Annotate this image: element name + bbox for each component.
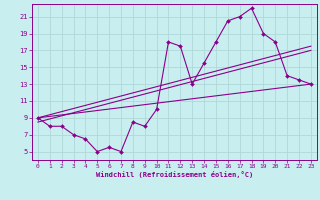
X-axis label: Windchill (Refroidissement éolien,°C): Windchill (Refroidissement éolien,°C) (96, 171, 253, 178)
